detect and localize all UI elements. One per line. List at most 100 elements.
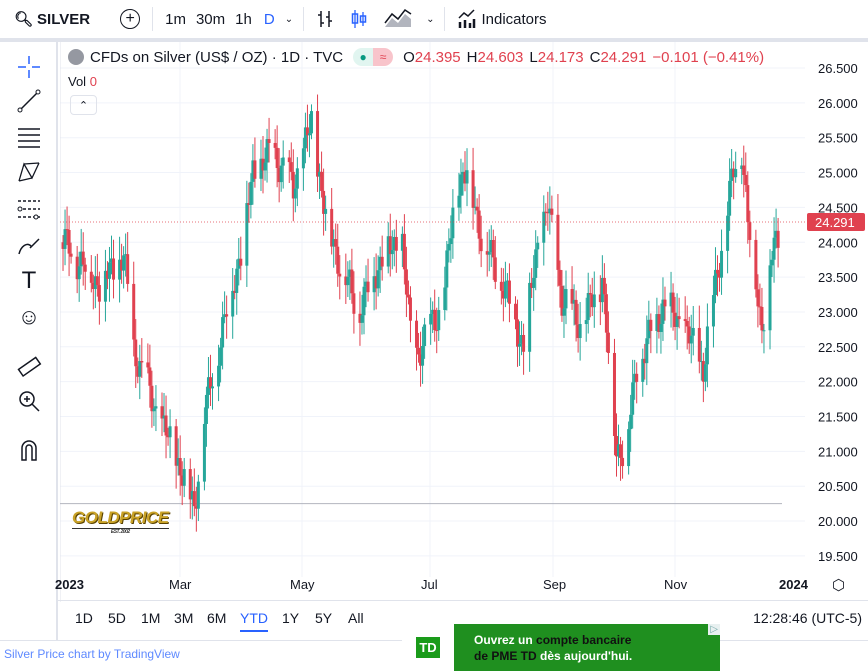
- candles-icon[interactable]: [350, 9, 368, 29]
- range-3m[interactable]: 3M: [174, 610, 194, 626]
- range-6m[interactable]: 6M: [207, 610, 227, 626]
- interval-30m[interactable]: 30m: [195, 10, 226, 28]
- bars-icon[interactable]: [316, 9, 334, 29]
- candle-body: [673, 312, 677, 327]
- ad-text-2b: dès aujourd'hui.: [536, 649, 633, 663]
- candle-body: [600, 277, 604, 303]
- candle-body: [726, 215, 730, 251]
- candle-body: [97, 285, 101, 302]
- candle-body: [202, 423, 206, 482]
- price-tick-label: 22.000: [818, 375, 858, 390]
- candle-body: [307, 133, 311, 136]
- candle-body: [305, 127, 309, 136]
- candle-body: [461, 171, 465, 175]
- interval-1m[interactable]: 1m: [165, 10, 186, 28]
- area-chart-icon[interactable]: [384, 9, 412, 29]
- candle-body: [776, 230, 780, 248]
- text-tool-icon[interactable]: T: [21, 267, 37, 294]
- fib-retracement-icon[interactable]: [14, 122, 44, 152]
- range-1y[interactable]: 1Y: [282, 610, 300, 626]
- market-status-badge[interactable]: ● ≈: [353, 48, 394, 66]
- candle-body: [93, 276, 97, 290]
- zoom-in-icon[interactable]: [14, 386, 44, 416]
- adchoices-icon[interactable]: ▷: [708, 624, 720, 635]
- candle-body: [463, 171, 467, 184]
- candle-body: [493, 257, 497, 282]
- candle-body: [150, 385, 154, 412]
- candle-body: [81, 251, 85, 265]
- candle-body: [576, 324, 580, 339]
- candle-body: [267, 139, 271, 143]
- td-ad-banner[interactable]: TD Ouvrez un compte bancaire de PME TD dè…: [402, 624, 720, 671]
- candle-body: [437, 310, 441, 331]
- price-tick-label: 26.000: [818, 96, 858, 111]
- candle-body: [223, 314, 227, 318]
- candle-body: [503, 281, 507, 299]
- interval-1h[interactable]: 1h: [235, 10, 252, 28]
- low-label: L: [529, 48, 538, 66]
- range-all[interactable]: All: [348, 610, 364, 626]
- range-1d[interactable]: 1D: [75, 610, 93, 626]
- candle-body: [612, 352, 616, 437]
- time-label-sep: Sep: [543, 577, 567, 592]
- interval-dropdown-chevron-icon[interactable]: ⌄: [284, 13, 294, 25]
- indicators-label: Indicators: [481, 10, 547, 28]
- candle-body: [174, 426, 178, 466]
- candle-body: [378, 256, 382, 271]
- interval-d[interactable]: D: [263, 10, 275, 28]
- candle-body: [247, 203, 251, 206]
- candle-body: [415, 320, 419, 348]
- brush-icon[interactable]: [14, 230, 44, 260]
- silver-symbol-icon: [68, 49, 84, 65]
- candle-body: [132, 283, 136, 340]
- candle-body: [661, 299, 665, 324]
- candle-body: [301, 148, 305, 169]
- high-label: H: [466, 48, 478, 66]
- candle-body: [701, 361, 705, 382]
- price-tick-label: 24.500: [818, 200, 858, 215]
- compare-add-button[interactable]: +: [120, 9, 141, 29]
- collapse-legend-button[interactable]: ⌃: [70, 95, 97, 115]
- candle-body: [166, 435, 170, 438]
- candle-body: [734, 169, 738, 178]
- volume-legend: Vol 0: [68, 74, 97, 89]
- range-5y[interactable]: 5Y: [315, 610, 333, 626]
- candle-body: [364, 281, 368, 287]
- crosshair-icon[interactable]: [14, 52, 44, 82]
- time-label-mar: Mar: [169, 577, 192, 592]
- plus-circle-icon: +: [120, 9, 141, 29]
- candle-body: [69, 253, 73, 257]
- chart-settings-gear-icon[interactable]: ⬡: [832, 577, 846, 594]
- candle-body: [548, 208, 552, 214]
- trend-line-icon[interactable]: [14, 86, 44, 116]
- prediction-icon[interactable]: [14, 194, 44, 224]
- emoji-icon[interactable]: ☺︎: [17, 304, 41, 329]
- candle-body: [572, 299, 576, 304]
- range-1m[interactable]: 1M: [141, 610, 161, 626]
- range-5d[interactable]: 5D: [108, 610, 126, 626]
- price-chart[interactable]: 26.500 26.000 25.500 25.000 24.500 24.000 23.5…: [60, 42, 868, 602]
- candle-body: [316, 111, 320, 177]
- candle-body: [598, 294, 602, 303]
- candle-body: [295, 168, 299, 189]
- candle-body: [501, 290, 505, 299]
- symbol-search[interactable]: 🔍︎ SILVER: [14, 10, 90, 29]
- tradingview-attribution-link[interactable]: Silver Price chart by TradingView: [4, 647, 180, 661]
- candle-body: [558, 269, 562, 286]
- open-value: 24.395: [414, 48, 461, 66]
- candle-body: [590, 294, 594, 308]
- pattern-icon[interactable]: [14, 157, 44, 187]
- price-tick-label: 26.500: [818, 61, 858, 76]
- magnet-icon[interactable]: [14, 436, 44, 466]
- candle-body: [95, 276, 99, 286]
- ruler-icon[interactable]: [14, 352, 44, 382]
- close-value: 24.291: [600, 48, 647, 66]
- candle-body: [380, 256, 384, 267]
- candle-body: [697, 327, 701, 362]
- candle-body: [671, 292, 675, 313]
- range-divider: [58, 600, 868, 601]
- chart-type-chevron-icon[interactable]: ⌄: [426, 13, 435, 25]
- indicators-button[interactable]: Indicators: [457, 9, 547, 29]
- low-value: 24.173: [537, 48, 584, 66]
- range-ytd[interactable]: YTD: [240, 610, 268, 632]
